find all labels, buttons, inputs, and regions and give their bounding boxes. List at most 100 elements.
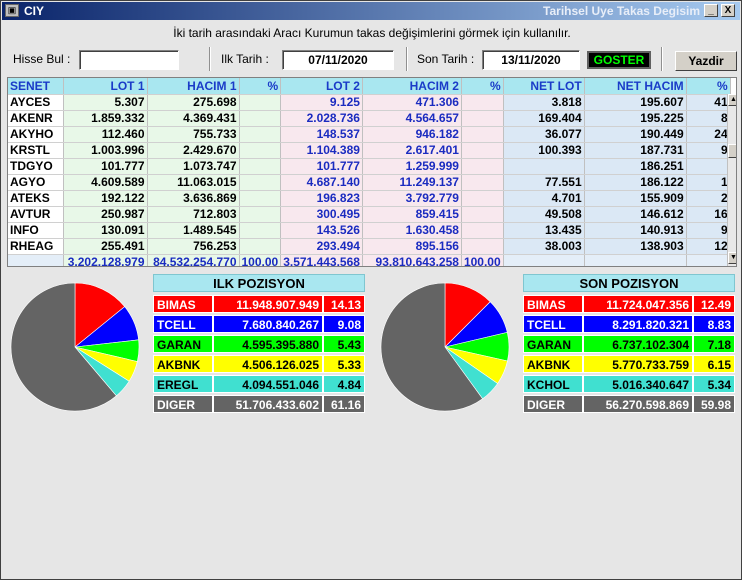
total-cell: 3.571.443.568 (280, 254, 363, 266)
separator (661, 47, 663, 71)
column-header[interactable]: LOT 2 (280, 78, 363, 95)
table-cell: 859.415 (362, 206, 462, 223)
table-cell: 12 (686, 238, 731, 255)
table-cell: INFO (8, 222, 64, 239)
position-pct: 7.18 (693, 335, 735, 353)
vertical-scrollbar[interactable]: ▲ ▼ (727, 94, 736, 266)
table-cell: 300.495 (280, 206, 363, 223)
table-cell (239, 238, 282, 255)
table-cell (461, 126, 504, 143)
table-cell: 293.494 (280, 238, 363, 255)
position-name: DIGER (523, 395, 583, 413)
position-value: 4.595.395.880 (213, 335, 323, 353)
table-cell: 13.435 (503, 222, 585, 239)
table-cell: 471.306 (362, 94, 462, 111)
position-pct: 14.13 (323, 295, 365, 313)
table-cell: 16 (686, 206, 731, 223)
column-header[interactable]: NET LOT (503, 78, 585, 95)
table-cell: AYCES (8, 94, 64, 111)
position-pct: 4.84 (323, 375, 365, 393)
table-cell: 756.253 (147, 238, 240, 255)
position-value: 4.506.126.025 (213, 355, 323, 373)
hisse-search-input[interactable] (79, 50, 179, 70)
table-row[interactable]: AGYO 4.609.589 11.063.015 4.687.140 11.249.1… (8, 174, 731, 191)
scroll-down-arrow-icon[interactable]: ▼ (728, 252, 736, 264)
close-button[interactable]: X (721, 4, 735, 17)
table-cell: RHEAG (8, 238, 64, 255)
table-cell: 112.460 (63, 126, 148, 143)
column-header[interactable]: % (686, 78, 731, 95)
table-cell: 146.612 (584, 206, 687, 223)
minimize-button[interactable]: _ (704, 4, 718, 17)
column-header[interactable]: % (461, 78, 504, 95)
position-row: DIGER 56.270.598.869 59.98 (523, 395, 735, 413)
position-row: GARAN 6.737.102.304 7.18 (523, 335, 735, 353)
position-row: GARAN 4.595.395.880 5.43 (153, 335, 365, 353)
table-cell: 3.636.869 (147, 190, 240, 207)
table-cell: 195.225 (584, 110, 687, 127)
table-row[interactable]: RHEAG 255.491 756.253 293.494 895.156 38.003 1… (8, 238, 731, 255)
table-cell: 11.063.015 (147, 174, 240, 191)
total-cell (686, 254, 731, 266)
table-cell: AKYHO (8, 126, 64, 143)
table-cell: 2.429.670 (147, 142, 240, 159)
total-cell: 84.532.254.770 (147, 254, 240, 266)
yazdir-button[interactable]: Yazdir (675, 51, 737, 71)
position-value: 5.770.733.759 (583, 355, 693, 373)
table-row[interactable]: AKYHO 112.460 755.733 148.537 946.182 36.077 1… (8, 126, 731, 143)
table-cell: 4.564.657 (362, 110, 462, 127)
table-cell: 8 (686, 110, 731, 127)
ilk-tarih-field[interactable]: 07/11/2020 (282, 50, 394, 70)
position-row: TCELL 7.680.840.267 9.08 (153, 315, 365, 333)
table-row[interactable]: ATEKS 192.122 3.636.869 196.823 3.792.779 4.7… (8, 190, 731, 207)
table-cell (239, 142, 282, 159)
table-cell (239, 158, 282, 175)
column-header[interactable]: HACIM 2 (362, 78, 462, 95)
son-tarih-field[interactable]: 13/11/2020 (482, 50, 580, 70)
table-row[interactable]: AYCES 5.307 275.698 9.125 471.306 3.818 195.60… (8, 94, 731, 111)
position-value: 11.948.907.949 (213, 295, 323, 313)
table-cell: 192.122 (63, 190, 148, 207)
table-cell: 9 (686, 142, 731, 159)
total-cell: 100,00 (239, 254, 282, 266)
total-cell (503, 254, 585, 266)
table-cell: 4.687.140 (280, 174, 363, 191)
total-cell: 100,00 (461, 254, 504, 266)
column-header[interactable]: HACIM 1 (147, 78, 240, 95)
position-value: 51.706.433.602 (213, 395, 323, 413)
table-cell: 1.003.996 (63, 142, 148, 159)
table-cell: 186.251 (584, 158, 687, 175)
table-cell (239, 190, 282, 207)
ilk-pozisyon-pie-chart (10, 282, 140, 412)
table-cell: 138.903 (584, 238, 687, 255)
table-cell (503, 158, 585, 175)
position-name: TCELL (523, 315, 583, 333)
table-cell (461, 238, 504, 255)
position-name: DIGER (153, 395, 213, 413)
table-cell: 4.701 (503, 190, 585, 207)
table-cell: 1.073.747 (147, 158, 240, 175)
position-value: 56.270.598.869 (583, 395, 693, 413)
position-name: KCHOL (523, 375, 583, 393)
table-cell: 3.792.779 (362, 190, 462, 207)
table-cell (239, 174, 282, 191)
table-cell: 49.508 (503, 206, 585, 223)
column-header[interactable]: SENET (8, 78, 64, 95)
table-cell: KRSTL (8, 142, 64, 159)
table-row[interactable]: KRSTL 1.003.996 2.429.670 1.104.389 2.617.40… (8, 142, 731, 159)
title-bar[interactable]: ▣ CIY Tarihsel Uye Takas Degisim _ X (2, 2, 740, 20)
goster-button[interactable]: GOSTER (587, 51, 651, 69)
table-row[interactable]: INFO 130.091 1.489.545 143.526 1.630.458 13.4… (8, 222, 731, 239)
column-header[interactable]: LOT 1 (63, 78, 148, 95)
table-cell: 1.104.389 (280, 142, 363, 159)
table-row[interactable]: AVTUR 250.987 712.803 300.495 859.415 49.508 1… (8, 206, 731, 223)
data-grid[interactable]: SENET LOT 1 HACIM 1% LOT 2 HACIM 2% NET LOT NE… (7, 77, 737, 267)
table-row[interactable]: AKENR 1.859.332 4.369.431 2.028.736 4.564.65… (8, 110, 731, 127)
scroll-thumb[interactable] (728, 144, 736, 158)
column-header[interactable]: NET HACIM (584, 78, 687, 95)
table-row[interactable]: TDGYO 101.777 1.073.747 101.777 1.259.999 186… (8, 158, 731, 175)
total-cell (8, 254, 64, 266)
scroll-up-arrow-icon[interactable]: ▲ (728, 94, 736, 106)
column-header[interactable]: % (239, 78, 282, 95)
table-cell: 101.777 (63, 158, 148, 175)
